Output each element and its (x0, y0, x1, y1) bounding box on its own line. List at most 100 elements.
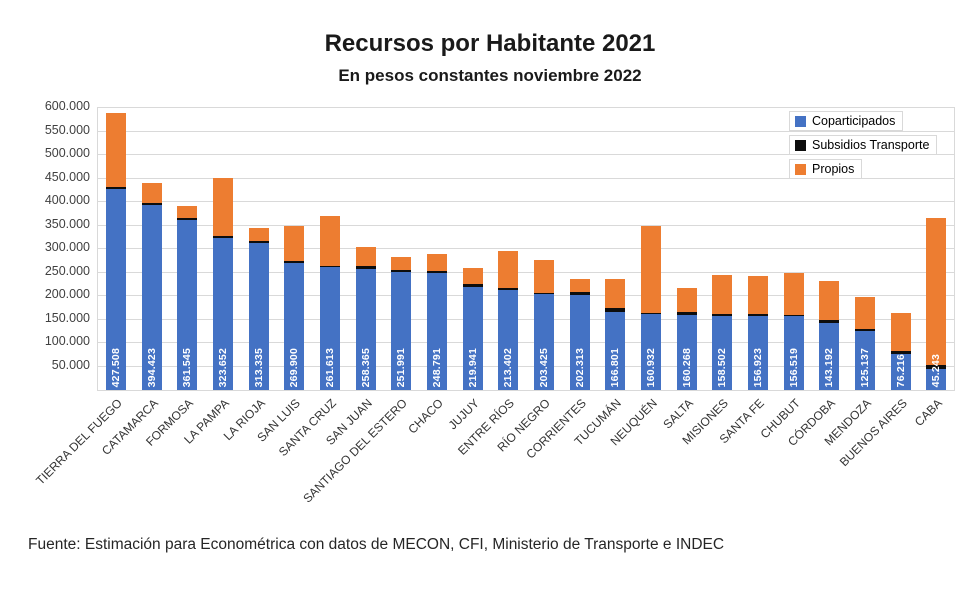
bar: 323.652 (212, 108, 233, 390)
gridline (98, 318, 954, 320)
bar-segment-subsidios-transporte (712, 313, 733, 316)
bar-segment-subsidios-transporte (355, 266, 376, 269)
bar-segment-subsidios-transporte (783, 315, 804, 317)
bar-segment-subsidios-transporte (426, 270, 447, 274)
bar-value-label: 269.900 (288, 347, 301, 387)
x-axis-category-label: TIERRA DEL FUEGO (33, 396, 125, 488)
bar-segment-propios (391, 256, 412, 270)
bar-segment-coparticipados (533, 294, 554, 390)
legend-item-coparticipados: Coparticipados (789, 111, 904, 131)
bar-value-label: 258.365 (359, 347, 372, 387)
bar: 143.192 (819, 108, 840, 390)
bar-value-label: 427.508 (109, 347, 122, 387)
bar-segment-subsidios-transporte (498, 287, 519, 290)
bar-segment-propios (498, 251, 519, 288)
bar-segment-subsidios-transporte (854, 328, 875, 332)
bar-value-label: 158.502 (716, 347, 729, 387)
bar-segment-propios (926, 218, 947, 365)
bar-value-label: 313.335 (252, 347, 265, 387)
bar-segment-coparticipados (426, 273, 447, 390)
bar-segment-subsidios-transporte (819, 319, 840, 323)
bar-segment-coparticipados (640, 314, 661, 390)
bar-segment-propios (177, 206, 198, 219)
y-axis-tick-label: 300.000 (44, 240, 90, 254)
bar: 313.335 (248, 108, 269, 390)
bar-value-label: 45.243 (930, 353, 943, 387)
y-axis-tick-label: 150.000 (44, 310, 90, 325)
bar-value-label: 156.519 (787, 347, 800, 387)
gridline (98, 107, 954, 108)
bar-segment-coparticipados (391, 271, 412, 390)
bar: 158.502 (712, 108, 733, 390)
bar: 45.243 (926, 108, 947, 390)
bar-segment-propios (676, 288, 697, 313)
y-axis-tick-label: 250.000 (44, 263, 90, 278)
chart-subtitle: En pesos constantes noviembre 2022 (338, 66, 642, 85)
y-axis-tick-label: 600.000 (44, 99, 90, 113)
y-axis-tick-label: 350.000 (44, 216, 90, 231)
legend: Coparticipados Subsidios Transporte Propio… (789, 111, 938, 179)
bar-segment-propios (105, 112, 126, 187)
bar-value-label: 202.313 (573, 347, 586, 387)
bar-segment-propios (426, 253, 447, 271)
bar: 394.423 (141, 108, 162, 390)
bar-segment-coparticipados (747, 316, 768, 390)
bar: 160.932 (640, 108, 661, 390)
bar-segment-coparticipados (462, 286, 483, 390)
bar-segment-propios (640, 225, 661, 313)
bar-segment-coparticipados (212, 237, 233, 390)
y-axis-tick-label: 100.000 (44, 334, 90, 348)
bar-segment-coparticipados (177, 220, 198, 390)
gridline (98, 342, 954, 343)
bar-segment-coparticipados (498, 289, 519, 390)
bar-segment-coparticipados (105, 189, 126, 390)
bar-segment-subsidios-transporte (890, 351, 911, 355)
bar-segment-propios (462, 267, 483, 284)
y-axis-tick-label: 400.000 (44, 193, 90, 207)
bar-value-label: 361.545 (181, 347, 194, 387)
bar-segment-coparticipados (248, 242, 269, 390)
legend-label: Coparticipados (812, 114, 896, 128)
bar: 213.402 (498, 108, 519, 390)
bar-segment-propios (747, 275, 768, 315)
y-axis-tick-label: 50.000 (51, 357, 90, 372)
gridline (98, 365, 954, 367)
bar-value-label: 160.932 (644, 347, 657, 387)
y-axis-tick-label: 550.000 (44, 122, 90, 137)
bar-segment-coparticipados (712, 315, 733, 390)
bar: 248.791 (426, 108, 447, 390)
bar-segment-subsidios-transporte (569, 292, 590, 295)
bar-segment-propios (284, 226, 305, 262)
source-note: Fuente: Estimación para Econométrica con… (28, 536, 725, 553)
bar-segment-coparticipados (819, 322, 840, 390)
y-axis-tick-label: 500.000 (44, 146, 90, 160)
bar-value-label: 76.216 (894, 353, 907, 387)
legend-swatch (795, 163, 806, 175)
bar-segment-subsidios-transporte (177, 218, 198, 221)
legend-label: Subsidios Transporte (812, 138, 930, 152)
bar: 261.613 (319, 108, 340, 390)
bar: 202.313 (569, 108, 590, 390)
bar-segment-coparticipados (284, 263, 305, 390)
legend-swatch (795, 115, 806, 127)
bar-value-label: 261.613 (323, 347, 336, 387)
bar-segment-coparticipados (854, 331, 875, 390)
bar-segment-propios (783, 272, 804, 316)
bar: 125.137 (854, 108, 875, 390)
bar-segment-propios (355, 246, 376, 267)
bar-segment-propios (212, 177, 233, 236)
bar-segment-subsidios-transporte (284, 261, 305, 264)
bar: 427.508 (105, 108, 126, 390)
bar: 361.545 (177, 108, 198, 390)
chart-title: Recursos por Habitante 2021 (324, 30, 656, 57)
bar-segment-coparticipados (890, 354, 911, 390)
bar-segment-propios (248, 228, 269, 241)
bar-segment-coparticipados (605, 311, 626, 390)
bar: 156.519 (783, 108, 804, 390)
bar-value-label: 203.425 (537, 347, 550, 387)
bar-value-label: 251.991 (395, 347, 408, 387)
bar-value-label: 160.268 (680, 347, 693, 387)
bar-value-label: 219.941 (466, 347, 479, 387)
bar-segment-propios (605, 279, 626, 309)
